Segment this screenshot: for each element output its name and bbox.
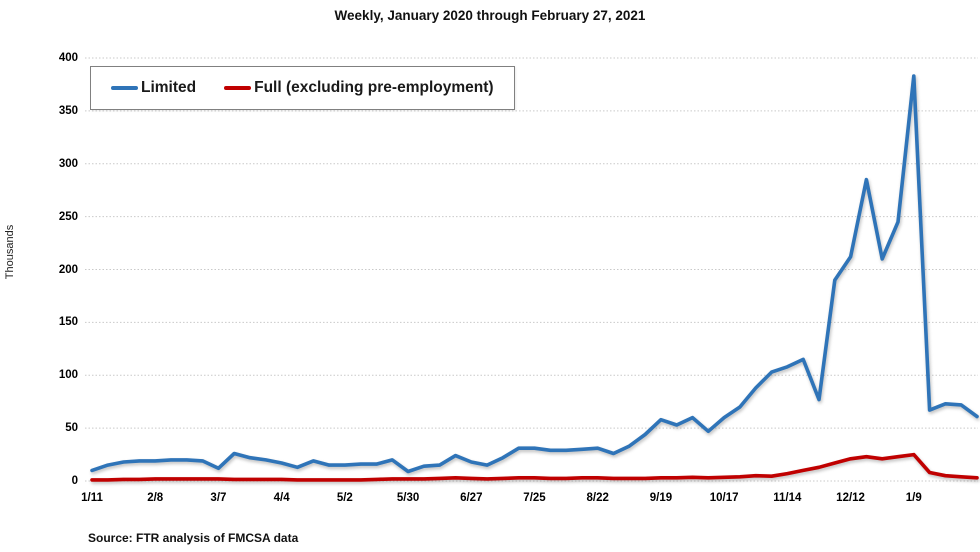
x-tick-label-12-12: 12/12 (836, 492, 865, 504)
y-tick-label-150: 150 (58, 316, 78, 329)
x-tick-label-10-17: 10/17 (709, 492, 739, 504)
legend-label-limited: Limited (141, 79, 197, 96)
x-tick-label-1-9: 1/9 (905, 492, 922, 504)
series-line-full (90, 452, 979, 482)
y-tick-label-200: 200 (58, 263, 78, 276)
x-tick-label-5-2: 5/2 (336, 492, 353, 504)
x-tick-label-7-25: 7/25 (523, 492, 546, 504)
legend-item-full: Full (excluding pre-employment) (224, 79, 494, 97)
legend: Limited Full (excluding pre-employment) (90, 66, 515, 110)
x-tick-label-2-8: 2/8 (147, 492, 164, 504)
x-tick-label-6-27: 6/27 (460, 492, 483, 504)
source-note: Source: FTR analysis of FMCSA data (88, 531, 299, 545)
x-tick-label-5-30: 5/30 (396, 492, 420, 504)
y-tick-label-250: 250 (58, 210, 78, 223)
x-tick-label-8-22: 8/22 (586, 492, 609, 504)
y-tick-label-300: 300 (58, 157, 78, 170)
legend-label-full: Full (excluding pre-employment) (254, 79, 494, 96)
x-tick-label-9-19: 9/19 (649, 492, 673, 504)
y-tick-label-50: 50 (65, 422, 78, 435)
y-tick-label-400: 400 (58, 52, 78, 64)
chart-title: Weekly, January 2020 through February 27… (334, 8, 646, 23)
y-tick-label-100: 100 (58, 369, 78, 382)
y-tick-label-350: 350 (58, 104, 78, 117)
x-tick-label-1-11: 1/11 (81, 492, 103, 504)
y-tick-label-0: 0 (71, 475, 78, 487)
x-tick-label-11-14: 11/14 (773, 492, 802, 504)
limited-line-swatch (111, 86, 138, 90)
series-line-limited (90, 74, 979, 474)
x-tick-label-3-7: 3/7 (210, 492, 227, 504)
legend-item-limited: Limited (111, 79, 196, 97)
x-tick-label-4-4: 4/4 (273, 492, 290, 504)
full-line-swatch (224, 86, 252, 90)
